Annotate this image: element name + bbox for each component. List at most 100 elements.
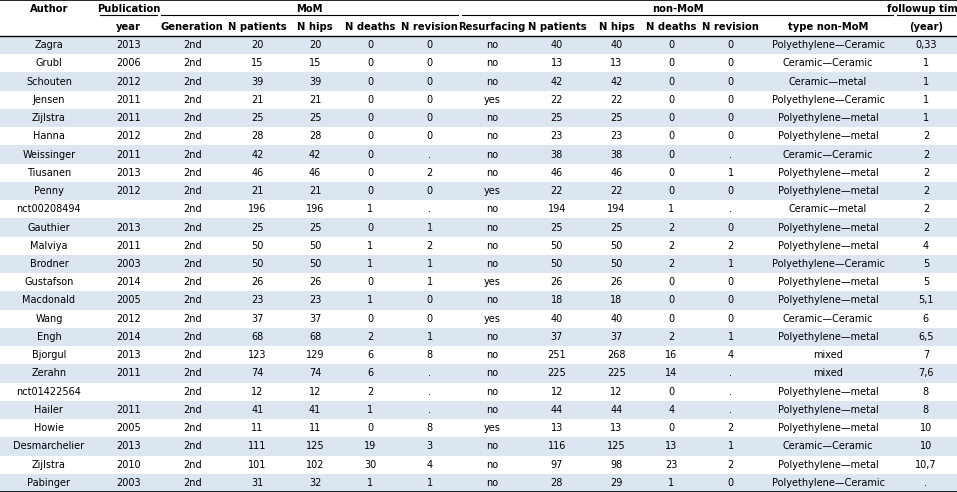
Text: 2: 2 — [668, 259, 675, 269]
Text: 11: 11 — [251, 423, 263, 433]
Text: 6: 6 — [367, 350, 373, 360]
Bar — [0, 401, 957, 419]
Text: Polyethylene—metal: Polyethylene—metal — [778, 332, 879, 342]
Bar — [0, 364, 957, 383]
Text: 21: 21 — [251, 186, 263, 196]
Text: mixed: mixed — [813, 369, 843, 378]
Text: 40: 40 — [611, 314, 622, 324]
Text: 0: 0 — [367, 113, 373, 123]
Text: 2013: 2013 — [116, 441, 141, 451]
Text: 26: 26 — [251, 277, 263, 287]
Text: 12: 12 — [251, 387, 263, 397]
Text: N patients: N patients — [527, 22, 587, 31]
Text: 2nd: 2nd — [183, 241, 202, 251]
Text: 13: 13 — [611, 59, 622, 68]
Text: 196: 196 — [306, 204, 324, 215]
Text: Polyethylene—Ceramic: Polyethylene—Ceramic — [771, 259, 884, 269]
Text: 2: 2 — [923, 222, 929, 233]
Text: 46: 46 — [611, 168, 622, 178]
Text: 19: 19 — [364, 441, 376, 451]
Text: Hailer: Hailer — [34, 405, 63, 415]
Text: 2: 2 — [727, 241, 734, 251]
Text: 2: 2 — [367, 332, 373, 342]
Text: 0: 0 — [427, 296, 433, 306]
Text: 2005: 2005 — [116, 296, 141, 306]
Text: Jensen: Jensen — [33, 95, 65, 105]
Text: 2011: 2011 — [116, 150, 141, 159]
Bar — [0, 474, 957, 492]
Text: .: . — [729, 387, 732, 397]
Text: Zerahn: Zerahn — [32, 369, 66, 378]
Text: 0: 0 — [367, 59, 373, 68]
Text: 2: 2 — [923, 186, 929, 196]
Bar — [0, 383, 957, 401]
Text: 0: 0 — [668, 59, 675, 68]
Text: 20: 20 — [309, 40, 322, 50]
Text: 225: 225 — [547, 369, 567, 378]
Text: Weissinger: Weissinger — [22, 150, 76, 159]
Bar — [0, 291, 957, 309]
Text: 10,7: 10,7 — [915, 460, 937, 470]
Text: 2nd: 2nd — [183, 77, 202, 87]
Text: Polyethylene—metal: Polyethylene—metal — [778, 460, 879, 470]
Text: 0: 0 — [367, 277, 373, 287]
Text: Schouten: Schouten — [26, 77, 72, 87]
Text: 0: 0 — [427, 113, 433, 123]
Text: 2nd: 2nd — [183, 296, 202, 306]
Text: 2011: 2011 — [116, 369, 141, 378]
Text: 2nd: 2nd — [183, 478, 202, 488]
Text: .: . — [729, 405, 732, 415]
Text: no: no — [486, 222, 498, 233]
Text: Brodner: Brodner — [30, 259, 68, 269]
Text: 2nd: 2nd — [183, 350, 202, 360]
Text: Polyethylene—metal: Polyethylene—metal — [778, 241, 879, 251]
Text: 2nd: 2nd — [183, 314, 202, 324]
Text: 0: 0 — [727, 113, 734, 123]
Text: 23: 23 — [611, 131, 622, 141]
Text: 74: 74 — [309, 369, 322, 378]
Text: 2nd: 2nd — [183, 222, 202, 233]
Text: 37: 37 — [550, 332, 563, 342]
Text: Penny: Penny — [33, 186, 64, 196]
Text: 0: 0 — [367, 131, 373, 141]
Text: 0: 0 — [668, 77, 675, 87]
Text: 23: 23 — [309, 296, 322, 306]
Text: 25: 25 — [309, 222, 322, 233]
Text: 1: 1 — [367, 296, 373, 306]
Text: Zijlstra: Zijlstra — [32, 460, 66, 470]
Text: Ceramic—Ceramic: Ceramic—Ceramic — [783, 150, 874, 159]
Text: 0: 0 — [727, 314, 734, 324]
Text: N hips: N hips — [598, 22, 634, 31]
Text: 1: 1 — [367, 405, 373, 415]
Text: 0: 0 — [727, 478, 734, 488]
Text: 28: 28 — [550, 478, 563, 488]
Text: 0: 0 — [668, 314, 675, 324]
Text: 50: 50 — [309, 241, 322, 251]
Text: 0: 0 — [427, 59, 433, 68]
Text: Ceramic—metal: Ceramic—metal — [789, 77, 867, 87]
Text: 1: 1 — [427, 259, 433, 269]
Text: 2nd: 2nd — [183, 405, 202, 415]
Text: 0: 0 — [427, 40, 433, 50]
Text: 1: 1 — [727, 259, 734, 269]
Text: N hips: N hips — [298, 22, 333, 31]
Text: 2: 2 — [923, 131, 929, 141]
Text: 13: 13 — [550, 423, 563, 433]
Bar — [0, 0, 957, 36]
Text: N deaths: N deaths — [646, 22, 697, 31]
Text: 2012: 2012 — [116, 131, 141, 141]
Text: (year): (year) — [909, 22, 943, 31]
Text: 25: 25 — [610, 113, 623, 123]
Text: 39: 39 — [251, 77, 263, 87]
Text: 38: 38 — [550, 150, 563, 159]
Text: no: no — [486, 40, 498, 50]
Text: 20: 20 — [251, 40, 263, 50]
Text: 0: 0 — [668, 168, 675, 178]
Text: 42: 42 — [251, 150, 263, 159]
Text: Polyethylene—metal: Polyethylene—metal — [778, 222, 879, 233]
Bar — [0, 218, 957, 237]
Text: Polyethylene—metal: Polyethylene—metal — [778, 277, 879, 287]
Text: 1: 1 — [427, 332, 433, 342]
Bar — [0, 200, 957, 218]
Text: 2nd: 2nd — [183, 332, 202, 342]
